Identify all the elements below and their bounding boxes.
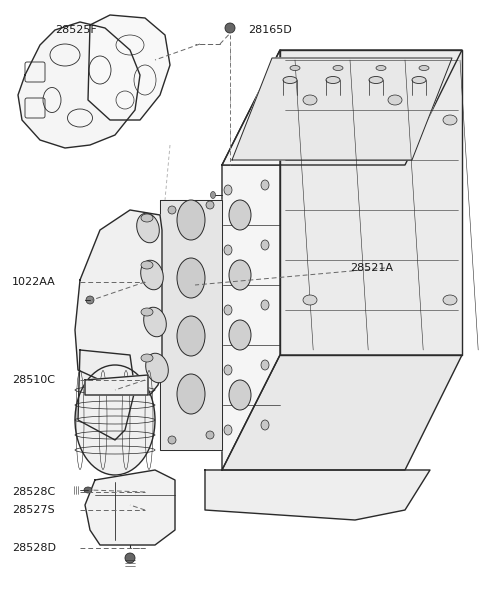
Polygon shape [18,22,140,148]
Ellipse shape [211,192,216,199]
Ellipse shape [443,115,457,125]
Text: 28165D: 28165D [248,25,292,35]
Ellipse shape [326,76,340,84]
Text: 28521A: 28521A [350,263,393,273]
Ellipse shape [141,308,153,316]
Ellipse shape [333,65,343,71]
Ellipse shape [261,180,269,190]
Ellipse shape [177,316,205,356]
Ellipse shape [376,65,386,71]
Text: 28528D: 28528D [12,543,56,553]
Ellipse shape [211,416,216,423]
Polygon shape [78,350,135,440]
Ellipse shape [224,185,232,195]
Ellipse shape [229,380,251,410]
Polygon shape [280,50,462,355]
Ellipse shape [261,360,269,370]
Ellipse shape [146,353,168,382]
Polygon shape [75,210,162,395]
Ellipse shape [168,206,176,214]
Ellipse shape [125,553,135,563]
Ellipse shape [141,261,153,269]
Text: 28528C: 28528C [12,487,55,497]
Ellipse shape [168,436,176,444]
Polygon shape [222,355,462,470]
Ellipse shape [224,245,232,255]
Ellipse shape [229,320,251,350]
Ellipse shape [225,23,235,33]
Ellipse shape [290,65,300,71]
Ellipse shape [283,76,297,84]
Text: 28527S: 28527S [12,505,55,515]
Polygon shape [232,58,452,160]
Ellipse shape [224,425,232,435]
Polygon shape [222,50,280,470]
Ellipse shape [224,305,232,315]
Ellipse shape [141,214,153,222]
Ellipse shape [369,76,383,84]
Ellipse shape [261,420,269,430]
Ellipse shape [84,487,92,493]
Ellipse shape [141,260,163,290]
Ellipse shape [177,200,205,240]
Ellipse shape [211,327,216,333]
Ellipse shape [211,282,216,289]
Ellipse shape [211,237,216,244]
Polygon shape [222,50,462,165]
Polygon shape [160,200,222,450]
Ellipse shape [303,95,317,105]
Ellipse shape [224,365,232,375]
Ellipse shape [443,295,457,305]
Ellipse shape [206,201,214,209]
Ellipse shape [261,240,269,250]
Ellipse shape [137,213,159,243]
Polygon shape [85,470,175,545]
Ellipse shape [144,307,166,337]
Ellipse shape [419,65,429,71]
Ellipse shape [206,431,214,439]
Ellipse shape [388,95,402,105]
Ellipse shape [177,258,205,298]
Polygon shape [85,375,148,395]
Ellipse shape [86,296,94,304]
Ellipse shape [303,295,317,305]
Polygon shape [88,15,170,120]
Ellipse shape [75,365,155,475]
Ellipse shape [261,300,269,310]
Text: 28510C: 28510C [12,375,55,385]
Text: 28525F: 28525F [55,25,97,35]
Ellipse shape [141,354,153,362]
Ellipse shape [211,371,216,378]
Ellipse shape [229,200,251,230]
Ellipse shape [412,76,426,84]
Ellipse shape [229,260,251,290]
Text: 1022AA: 1022AA [12,277,56,287]
Polygon shape [205,470,430,520]
Ellipse shape [177,374,205,414]
